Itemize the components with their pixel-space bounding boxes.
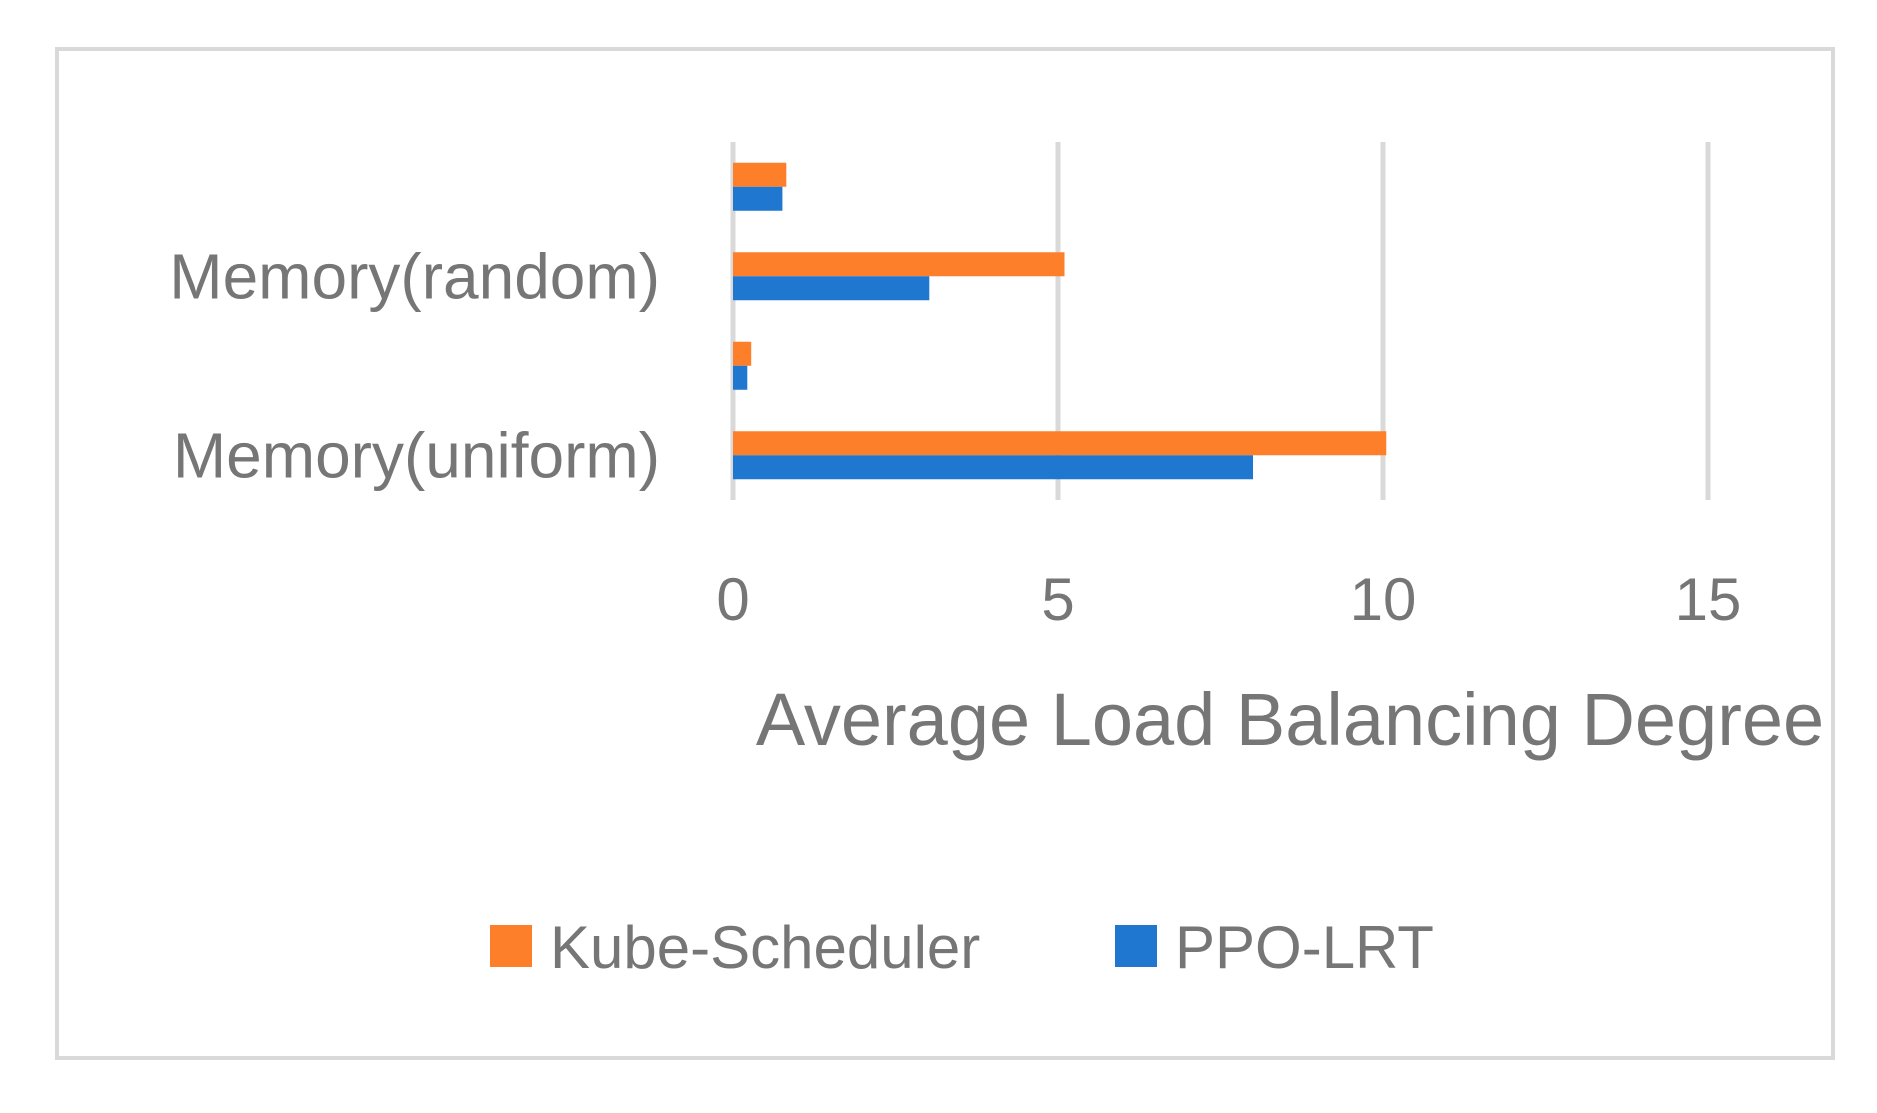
legend-item-ppo-lrt: PPO-LRT — [1115, 914, 1434, 981]
legend-label-ppo-lrt: PPO-LRT — [1175, 914, 1434, 981]
x-tick-label: 5 — [1041, 566, 1074, 633]
x-axis-title: Average Load Balancing Degree — [756, 678, 1824, 761]
bar-kube-scheduler — [733, 252, 1065, 277]
x-tick-label: 10 — [1350, 566, 1417, 633]
y-category-label: Memory(uniform) — [173, 419, 660, 491]
x-tick-label: 0 — [716, 566, 749, 633]
x-tick-label: 15 — [1675, 566, 1742, 633]
chart-frame — [55, 47, 1835, 1060]
bar-kube-scheduler — [733, 431, 1387, 456]
bar-kube-scheduler — [733, 341, 752, 366]
legend: Kube-Scheduler PPO-LRT — [490, 914, 1434, 981]
legend-item-kube-scheduler: Kube-Scheduler — [490, 914, 980, 981]
legend-swatch-kube-scheduler — [490, 925, 532, 967]
bars — [733, 162, 1387, 480]
bar-ppo-lrt — [733, 365, 748, 390]
bar-ppo-lrt — [733, 455, 1253, 480]
bar-kube-scheduler — [733, 162, 787, 187]
legend-label-kube-scheduler: Kube-Scheduler — [550, 914, 980, 981]
legend-swatch-ppo-lrt — [1115, 925, 1157, 967]
bar-ppo-lrt — [733, 186, 783, 211]
bar-ppo-lrt — [733, 276, 930, 301]
labels: 0 5 10 15 Memory(uniform) Memory(random) — [169, 240, 1741, 633]
y-category-label: Memory(random) — [169, 240, 660, 312]
